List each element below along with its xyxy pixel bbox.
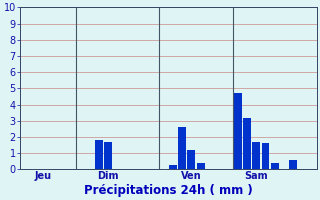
Bar (169, 165, 177, 169)
Bar (243, 118, 251, 169)
Bar (197, 163, 204, 169)
Bar (262, 143, 269, 169)
Bar (289, 160, 297, 169)
Bar (252, 142, 260, 169)
Bar (234, 93, 242, 169)
Bar (95, 140, 103, 169)
X-axis label: Précipitations 24h ( mm ): Précipitations 24h ( mm ) (84, 184, 252, 197)
Bar (188, 150, 195, 169)
Bar (178, 127, 186, 169)
Bar (271, 163, 279, 169)
Bar (104, 142, 112, 169)
